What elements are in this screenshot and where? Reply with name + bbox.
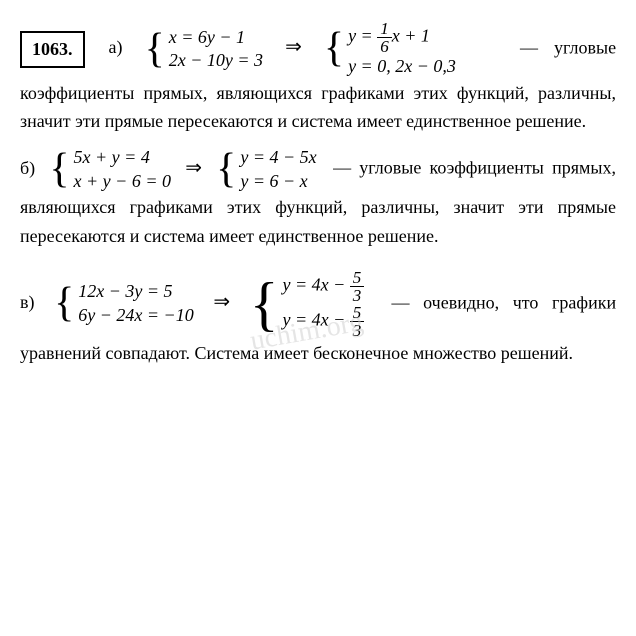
eq-a2-1: y = 16x + 1	[348, 20, 456, 55]
eq-b2-2: y = 6 − x	[240, 170, 316, 193]
arrow-icon: ⇒	[285, 36, 302, 58]
part-a-system2: { y = 16x + 1 y = 0, 2x − 0,3	[324, 20, 456, 79]
eq-b1-1: 5x + y = 4	[74, 146, 171, 169]
part-a-label: а)	[109, 37, 123, 57]
eq-a2-2: y = 0, 2x − 0,3	[348, 55, 456, 78]
brace-icon: {	[49, 153, 69, 187]
part-c-label: в)	[20, 292, 35, 312]
part-b-system2: { y = 4 − 5x y = 6 − x	[216, 146, 316, 193]
part-c-system1: { 12x − 3y = 5 6y − 24x = −10	[54, 280, 194, 327]
brace-icon: {	[216, 153, 236, 187]
brace-icon: {	[324, 32, 344, 66]
part-c-system2: { y = 4x − 53 y = 4x − 53	[250, 269, 365, 339]
brace-icon: {	[54, 287, 74, 321]
problem-number: 1063.	[20, 31, 85, 68]
part-c: в) { 12x − 3y = 5 6y − 24x = −10 ⇒ { y =…	[20, 269, 616, 368]
part-a: 1063. а) { x = 6y − 1 2x − 10y = 3 ⇒ { y…	[20, 20, 616, 136]
brace-icon: {	[145, 33, 165, 67]
eq-c2-1: y = 4x − 53	[283, 269, 365, 304]
part-b: б) { 5x + y = 4 x + y − 6 = 0 ⇒ { y = 4 …	[20, 146, 616, 250]
eq-c2-2: y = 4x − 53	[283, 304, 365, 339]
part-b-label: б)	[20, 158, 35, 178]
eq-a1-1: x = 6y − 1	[169, 26, 263, 49]
eq-b2-1: y = 4 − 5x	[240, 146, 316, 169]
part-b-system1: { 5x + y = 4 x + y − 6 = 0	[49, 146, 171, 193]
eq-c1-1: 12x − 3y = 5	[78, 280, 193, 303]
part-a-system1: { x = 6y − 1 2x − 10y = 3	[145, 26, 263, 73]
arrow-icon: ⇒	[185, 157, 202, 179]
eq-c1-2: 6y − 24x = −10	[78, 304, 193, 327]
dash: —	[392, 292, 410, 312]
arrow-icon: ⇒	[213, 291, 230, 313]
eq-b1-2: x + y − 6 = 0	[74, 170, 171, 193]
part-c-inline: очевидно, что	[423, 292, 538, 312]
eq-a1-2: 2x − 10y = 3	[169, 49, 263, 72]
dash: —	[333, 158, 351, 178]
dash: —	[520, 37, 538, 57]
brace-icon: {	[250, 280, 279, 328]
